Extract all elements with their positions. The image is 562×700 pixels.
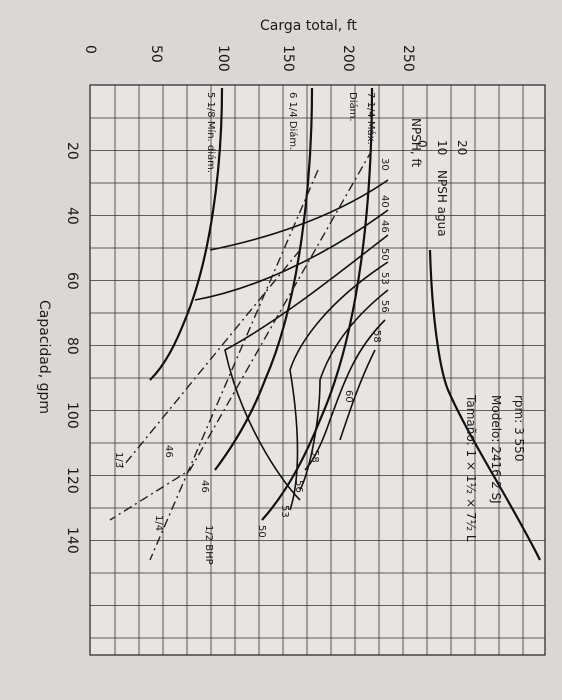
bhp-line [109,149,373,521]
bhp-line [149,169,319,561]
npsh-label: NPSH agua [435,170,449,237]
info-text: Tamaño: 1 × 1½ × 7½ L [464,394,478,542]
head-curve-max [261,87,374,521]
npsh-title: NPSH, ft [409,118,423,167]
axis-title: Carga total, ft [260,18,357,34]
head-tick-label: 0 [82,45,98,54]
info-text: Modelo: 2416-2 SJ [489,395,503,504]
bhp-label: 1/2 BHP [203,525,214,565]
capacity-tick-label: 60 [64,272,80,290]
efficiency-label: 46 [163,445,174,458]
head-tick-label: 50 [148,45,164,63]
diameter-label: Diám. [347,92,359,122]
capacity-tick-label: 100 [64,402,80,429]
capacity-tick-label: 140 [64,527,80,554]
grid [90,85,545,655]
diameter-label: 6 1/4 Diám. [287,92,299,150]
capacity-tick-label: 20 [64,142,80,160]
labels: 25020015010050020406080100120140Capacida… [36,45,526,565]
efficiency-label: 58 [371,330,382,343]
bhp-label: 1/4 [153,515,164,531]
bhp-line [119,249,301,471]
efficiency-label: 56 [379,300,390,313]
head-tick-label: 100 [215,45,231,72]
efficiency-label: 30 [379,158,390,171]
head-tick-label: 200 [340,45,356,72]
npsh-tick: 0 [415,140,429,148]
efficiency-label: 46 [379,220,390,233]
efficiency-label: 40 [379,195,390,208]
efficiency-label: 50 [256,525,267,538]
capacity-tick-label: 80 [64,337,80,355]
eff-curve [304,319,386,471]
capacity-tick-label: 120 [64,467,80,494]
efficiency-label: 53 [379,272,390,285]
eff-curve [224,234,389,501]
capacity-tick-label: 40 [64,207,80,225]
curves [109,87,541,561]
head-curve-min [149,87,224,381]
head-curve-mid [214,87,314,471]
eff-curve [194,209,389,301]
plot-area [89,84,546,656]
head-tick-label: 150 [280,45,296,72]
eff-curve [339,349,376,441]
diameter-label: 5 1/8 Mín. diám. [205,92,217,173]
efficiency-label: 46 [199,480,210,493]
eff-curve [289,261,389,511]
capacity-title: Capacidad, gpm [36,300,52,414]
efficiency-label: 50 [379,248,390,261]
npsh-curve [428,249,541,561]
efficiency-label: 60 [343,390,354,403]
eff-curve [209,179,389,251]
efficiency-label: 56 [293,480,304,493]
efficiency-label: 58 [309,450,320,463]
npsh-tick: 20 [455,140,469,155]
npsh-tick: 10 [435,140,449,155]
bhp-label: 1/3 [113,452,124,468]
head-tick-label: 250 [400,45,416,72]
info-text: rpm: 3 550 [512,395,526,461]
diameter-label: 7 1/4 Máx. [365,92,377,145]
efficiency-label: 53 [279,505,290,518]
